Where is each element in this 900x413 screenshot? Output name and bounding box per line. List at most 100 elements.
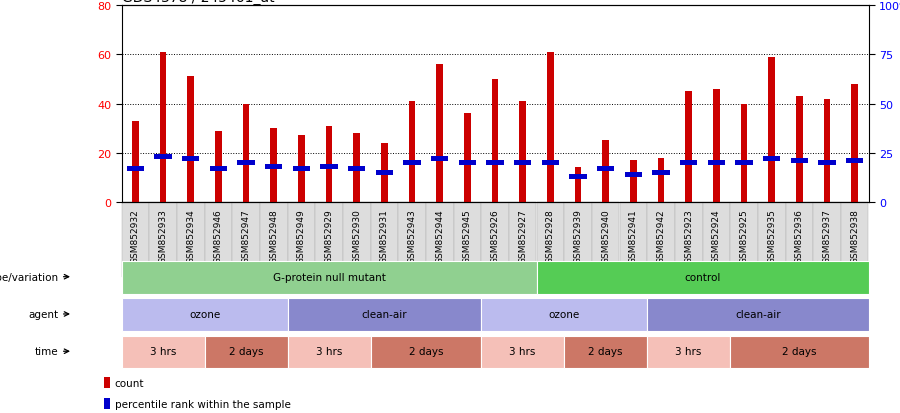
Bar bbox=[204, 202, 232, 277]
Bar bbox=[381, 143, 388, 202]
Text: 3 hrs: 3 hrs bbox=[316, 347, 342, 356]
Text: 3 hrs: 3 hrs bbox=[509, 347, 536, 356]
Bar bbox=[602, 141, 609, 202]
Bar bbox=[514, 161, 531, 165]
Bar bbox=[182, 157, 199, 161]
Bar bbox=[315, 202, 343, 277]
Bar bbox=[348, 167, 365, 171]
Bar bbox=[403, 161, 420, 165]
Bar bbox=[730, 336, 868, 368]
Bar bbox=[625, 173, 642, 177]
Bar bbox=[287, 336, 371, 368]
Bar bbox=[270, 129, 277, 202]
Bar bbox=[730, 202, 758, 277]
Bar bbox=[630, 161, 637, 202]
Bar bbox=[409, 102, 416, 202]
Bar bbox=[564, 202, 592, 277]
Bar bbox=[652, 171, 670, 175]
Bar bbox=[791, 159, 808, 164]
Bar bbox=[132, 121, 139, 202]
Bar bbox=[491, 80, 499, 202]
Text: G-protein null mutant: G-protein null mutant bbox=[273, 272, 385, 282]
Bar bbox=[763, 157, 780, 161]
Bar bbox=[464, 114, 471, 202]
Bar bbox=[482, 336, 564, 368]
Bar bbox=[814, 202, 841, 277]
Bar bbox=[454, 202, 482, 277]
Bar bbox=[122, 336, 204, 368]
Text: ozone: ozone bbox=[548, 309, 580, 319]
Bar bbox=[215, 131, 221, 202]
Bar bbox=[658, 158, 664, 202]
Bar bbox=[232, 202, 260, 277]
Bar bbox=[818, 161, 835, 165]
Bar bbox=[260, 202, 287, 277]
Bar bbox=[326, 126, 332, 202]
Bar bbox=[287, 202, 315, 277]
Bar bbox=[741, 104, 748, 202]
Bar bbox=[547, 53, 553, 202]
Bar bbox=[353, 134, 360, 202]
Bar bbox=[238, 161, 255, 165]
Bar bbox=[486, 161, 504, 165]
Bar bbox=[574, 168, 581, 202]
Bar bbox=[298, 136, 305, 202]
Bar bbox=[176, 202, 204, 277]
Bar bbox=[519, 102, 526, 202]
Text: 3 hrs: 3 hrs bbox=[676, 347, 702, 356]
Text: ozone: ozone bbox=[189, 309, 220, 319]
Bar bbox=[769, 58, 775, 202]
Bar bbox=[265, 165, 283, 169]
Bar bbox=[210, 167, 227, 171]
Bar bbox=[149, 202, 176, 277]
Bar bbox=[841, 202, 868, 277]
Bar bbox=[564, 336, 647, 368]
Bar bbox=[292, 167, 310, 171]
Text: count: count bbox=[115, 378, 144, 388]
Bar bbox=[647, 336, 730, 368]
Bar bbox=[685, 92, 692, 202]
Text: GDS4378 / 245461_at: GDS4378 / 245461_at bbox=[122, 0, 274, 5]
Bar bbox=[287, 299, 482, 331]
Bar bbox=[320, 165, 338, 169]
Text: clean-air: clean-air bbox=[735, 309, 780, 319]
Bar bbox=[597, 167, 615, 171]
Bar bbox=[122, 202, 149, 277]
Bar bbox=[187, 77, 194, 202]
Text: clean-air: clean-air bbox=[362, 309, 407, 319]
Bar bbox=[371, 336, 482, 368]
Bar bbox=[375, 171, 393, 175]
Bar bbox=[851, 85, 858, 202]
Bar bbox=[426, 202, 454, 277]
Bar bbox=[675, 202, 703, 277]
Bar bbox=[647, 202, 675, 277]
Text: 3 hrs: 3 hrs bbox=[149, 347, 176, 356]
Bar bbox=[536, 202, 564, 277]
Bar bbox=[758, 202, 786, 277]
Bar bbox=[122, 261, 536, 294]
Bar bbox=[647, 299, 868, 331]
Bar bbox=[242, 104, 249, 202]
Text: genotype/variation: genotype/variation bbox=[0, 272, 58, 282]
Bar bbox=[735, 161, 752, 165]
Bar bbox=[703, 202, 730, 277]
Bar bbox=[508, 202, 536, 277]
Bar bbox=[459, 161, 476, 165]
Bar bbox=[713, 90, 720, 202]
Bar bbox=[536, 261, 868, 294]
Bar bbox=[155, 155, 172, 159]
Text: percentile rank within the sample: percentile rank within the sample bbox=[115, 399, 291, 409]
Bar bbox=[159, 53, 166, 202]
Bar bbox=[570, 175, 587, 179]
Bar bbox=[796, 97, 803, 202]
Text: 2 days: 2 days bbox=[589, 347, 623, 356]
Bar bbox=[431, 157, 448, 161]
Bar bbox=[707, 161, 725, 165]
Bar bbox=[619, 202, 647, 277]
Text: agent: agent bbox=[28, 309, 58, 319]
Text: 2 days: 2 days bbox=[409, 347, 443, 356]
Bar bbox=[786, 202, 814, 277]
Bar bbox=[680, 161, 698, 165]
Text: 2 days: 2 days bbox=[229, 347, 263, 356]
Text: time: time bbox=[35, 347, 58, 356]
